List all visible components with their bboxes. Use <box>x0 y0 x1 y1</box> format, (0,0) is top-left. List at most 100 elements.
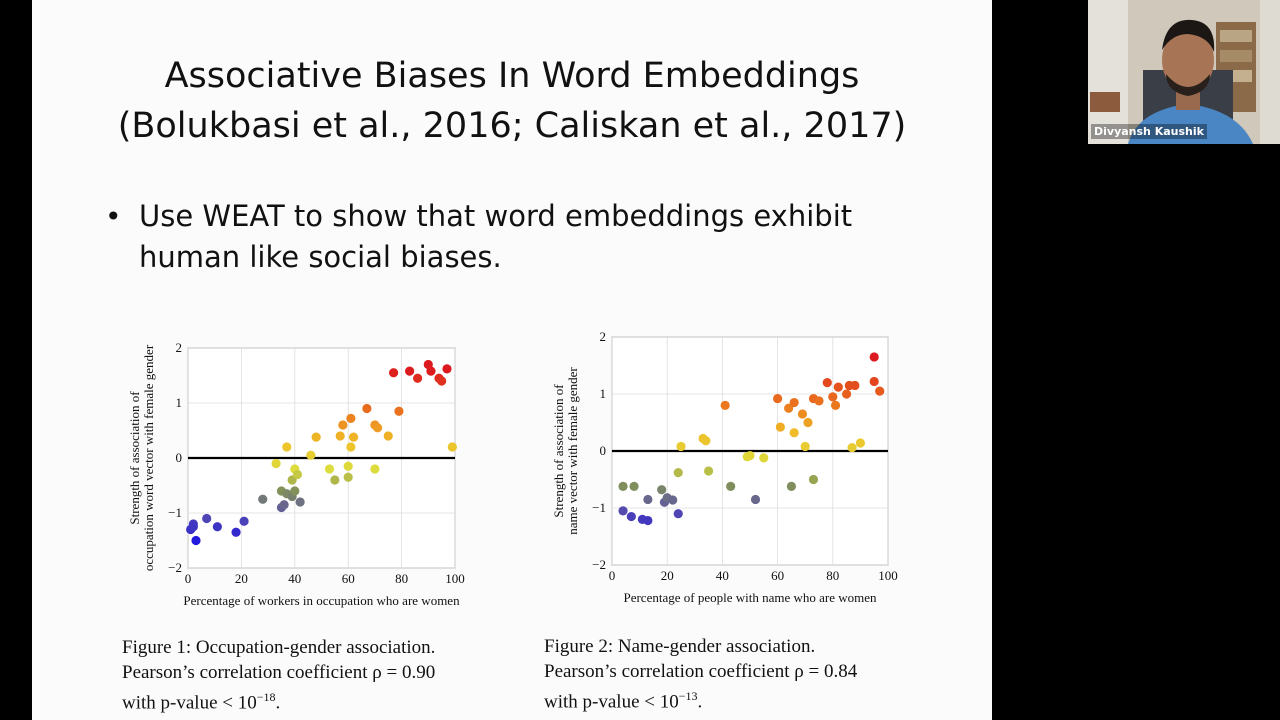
c2-data-point <box>800 441 810 452</box>
figure2-caption-line-3: with p-value < 10−13. <box>544 684 702 714</box>
c2-data-point <box>847 442 857 453</box>
c1-data-point <box>362 403 372 414</box>
c1-data-point <box>370 420 380 430</box>
figure2-caption-period: . <box>697 691 703 713</box>
c1-data-point <box>191 535 201 546</box>
c1-data-point <box>423 359 433 370</box>
c2-data-point <box>643 494 653 505</box>
c2-data-point <box>637 514 647 525</box>
c2-data-point <box>643 515 653 526</box>
c1-data-point <box>346 442 356 452</box>
c1-data-point <box>426 366 436 376</box>
c2-data-point <box>726 481 736 491</box>
c1-data-point <box>306 450 316 460</box>
c2-y-tick-label: −2 <box>592 557 606 572</box>
c1-data-point <box>388 368 399 378</box>
slide: Associative Biases In Word Embeddings (B… <box>32 0 992 720</box>
c2-data-point <box>618 506 628 516</box>
c1-data-point <box>287 491 297 502</box>
c1-x-tick-label: 20 <box>235 571 248 586</box>
c1-y-tick-label: −1 <box>168 505 182 520</box>
c1-data-point <box>276 486 287 496</box>
c1-data-point <box>282 442 292 452</box>
c2-data-point <box>833 382 843 392</box>
c2-y-tick-label: 2 <box>600 329 607 344</box>
c2-plot-area <box>611 336 889 566</box>
c2-data-point <box>786 481 797 491</box>
c1-x-tick-label: 80 <box>395 571 408 586</box>
c2-data-point <box>742 452 752 462</box>
participant-name-label: Divyansh Kaushik <box>1091 124 1207 139</box>
c1-data-point <box>324 464 335 474</box>
c1-data-point <box>335 431 345 441</box>
participant-video-tile[interactable]: Divyansh Kaushik <box>1088 0 1280 144</box>
c1-data-point <box>279 500 289 510</box>
figure1-caption-period: . <box>275 692 281 714</box>
c1-data-point <box>370 464 380 474</box>
c2-data-point <box>789 428 799 438</box>
participant-video-frame <box>1088 0 1280 144</box>
c1-data-point <box>231 527 241 537</box>
c2-data-point <box>808 474 819 485</box>
c1-data-point <box>271 458 281 469</box>
figure1-caption-exponent: −18 <box>256 690 276 704</box>
c2-data-point <box>869 352 879 362</box>
c2-data-point <box>773 393 783 404</box>
c2-data-point <box>844 380 854 391</box>
figure2-caption-line-3-text: with p-value < 10 <box>544 691 679 713</box>
c2-data-point <box>668 495 678 505</box>
c2-y-tick-label: 1 <box>600 386 607 401</box>
c1-x-tick-label: 0 <box>185 571 192 586</box>
c2-data-point <box>701 436 711 446</box>
c1-data-point <box>394 406 404 416</box>
c2-data-point <box>789 397 799 408</box>
c2-x-tick-label: 60 <box>771 568 784 583</box>
c2-y-axis-label-line: name vector with female gender <box>565 367 580 535</box>
c2-x-tick-label: 40 <box>716 568 729 583</box>
c1-data-point <box>290 486 300 496</box>
c2-data-point <box>659 497 670 507</box>
c2-data-point <box>814 396 824 406</box>
chart2-x-axis-label: Percentage of people with name who are w… <box>623 590 877 605</box>
c1-data-point <box>290 464 300 474</box>
c1-y-tick-label: 1 <box>176 395 183 410</box>
bullet-marker: • <box>105 200 122 233</box>
c1-data-point <box>202 513 212 524</box>
c1-plot-area <box>187 347 456 569</box>
c2-x-tick-label: 100 <box>878 568 898 583</box>
c2-data-point <box>673 509 683 519</box>
figure2-caption-line-1: Figure 2: Name-gender association. <box>544 636 816 657</box>
c1-data-point <box>343 461 353 471</box>
chart2-y-axis-label: Strength of association ofname vector wi… <box>551 367 580 535</box>
c2-y-tick-label: −1 <box>592 500 606 515</box>
c1-data-point <box>282 489 292 499</box>
c1-data-point <box>276 502 287 513</box>
c2-data-point <box>759 453 769 463</box>
c1-data-point <box>258 494 268 504</box>
chart1-y-axis-label: Strength of association ofoccupation wor… <box>127 344 156 571</box>
figure1-caption-line-3-text: with p-value < 10 <box>122 692 257 714</box>
c1-data-point <box>413 373 423 383</box>
c2-data-point <box>657 485 667 495</box>
figure1-caption-line-2: Pearson’s correlation coefficient ρ = 0.… <box>122 662 436 683</box>
c2-x-tick-label: 20 <box>661 568 674 583</box>
c2-data-point <box>875 386 885 396</box>
c1-data-point <box>434 373 444 383</box>
c1-data-point <box>295 497 305 507</box>
c1-data-point <box>239 516 249 526</box>
c1-data-point <box>212 522 222 532</box>
c2-data-point <box>803 417 813 428</box>
c1-data-point <box>186 524 196 535</box>
c1-y-tick-label: −2 <box>168 560 182 575</box>
c2-data-point <box>869 376 879 387</box>
c1-data-point <box>188 522 198 532</box>
c1-data-point <box>372 423 383 433</box>
c1-data-point <box>346 413 356 423</box>
c2-data-point <box>698 433 708 444</box>
c2-data-point <box>808 393 819 404</box>
c2-data-point <box>720 400 730 410</box>
c2-data-point <box>745 450 755 461</box>
c1-data-point <box>188 519 198 529</box>
c2-data-point <box>629 481 639 491</box>
c2-data-point <box>797 409 808 419</box>
